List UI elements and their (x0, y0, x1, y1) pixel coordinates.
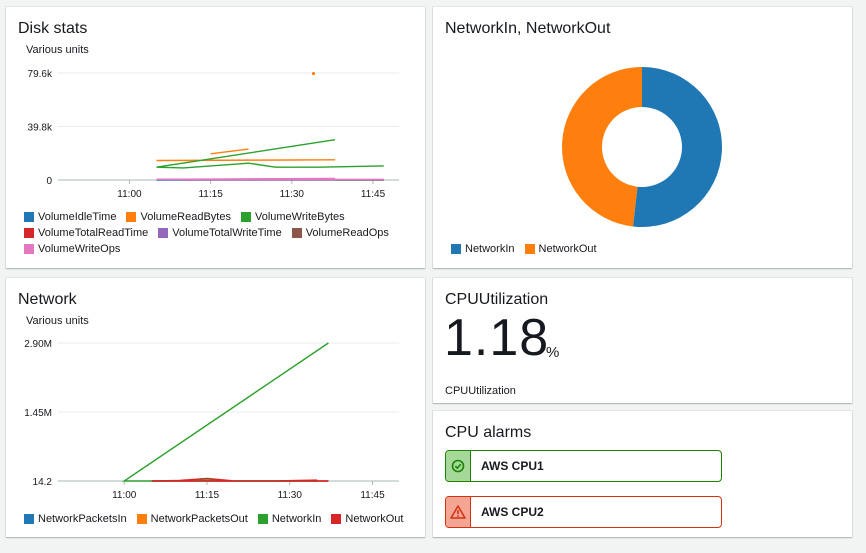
alarm-name: AWS CPU1 (481, 459, 544, 473)
cpu-value: 1.18 (444, 309, 550, 367)
legend-swatch (240, 212, 251, 222)
series-line-NetworkOut[interactable] (151, 477, 329, 482)
units-label: Various units (26, 315, 89, 327)
x-tick-label: 11:15 (195, 490, 220, 501)
legend-swatch (291, 228, 302, 238)
legend-swatch (158, 228, 169, 238)
network-inout-widget: NetworkIn, NetworkOut NetworkIn NetworkOu… (433, 7, 852, 268)
legend-label: VolumeTotalReadTime (38, 227, 149, 239)
widget-title[interactable]: CPU alarms (445, 424, 532, 441)
legend-item[interactable]: NetworkPacketsIn (24, 513, 127, 525)
legend-item[interactable]: NetworkOut (524, 243, 597, 255)
legend-swatch (331, 514, 342, 524)
cpu-metric-label[interactable]: CPUUtilization (445, 385, 516, 397)
legend-label: NetworkIn (465, 243, 515, 255)
series-point-VolumeReadBytes[interactable] (311, 71, 316, 76)
legend-item[interactable]: VolumeTotalReadTime (24, 227, 148, 239)
legend-swatch (257, 514, 268, 524)
series-line-VolumeWriteOps[interactable] (156, 177, 384, 181)
network-widget: Network Various units 2.90M 1.45M 14.2 11:0… (6, 278, 425, 537)
y-tick-label: 0 (46, 176, 52, 187)
donut-slice-NetworkOut[interactable] (562, 67, 642, 227)
legend-swatch (126, 212, 137, 222)
check-circle-icon (446, 451, 471, 481)
legend-item[interactable]: VolumeIdleTime (24, 211, 116, 223)
legend-item[interactable]: VolumeWriteOps (24, 243, 120, 255)
y-tick-label: 39.8k (28, 123, 53, 134)
cpu-utilization-widget: CPUUtilization 1.18 % CPUUtilization (433, 278, 852, 403)
legend-item[interactable]: NetworkPacketsOut (136, 513, 248, 525)
legend-item[interactable]: VolumeWriteBytes (240, 211, 345, 223)
legend-item[interactable]: VolumeReadOps (291, 227, 389, 239)
x-tick-label: 11:45 (361, 189, 386, 200)
y-tick-label: 14.2 (33, 477, 53, 488)
widget-title[interactable]: NetworkIn, NetworkOut (445, 20, 611, 37)
legend-label: NetworkPacketsOut (150, 513, 248, 525)
legend-label: VolumeIdleTime (38, 211, 117, 223)
warning-triangle-icon (446, 497, 471, 527)
widget-title[interactable]: Network (18, 291, 77, 308)
x-tick-label: 11:00 (112, 490, 137, 501)
legend-label: VolumeReadBytes (140, 211, 231, 223)
x-tick-label: 11:30 (278, 490, 303, 501)
legend-label: NetworkIn (271, 513, 322, 525)
alarm-ok-cpu1[interactable]: AWS CPU1 (445, 450, 722, 482)
legend-swatch (24, 514, 34, 524)
legend-label: NetworkOut (345, 513, 404, 525)
y-tick-label: 2.90M (24, 339, 52, 350)
legend-item[interactable]: NetworkIn (451, 243, 515, 255)
x-tick-label: 11:15 (198, 189, 223, 200)
y-tick-label: 79.6k (28, 69, 53, 80)
widget-title[interactable]: Disk stats (18, 20, 88, 37)
legend-item[interactable]: NetworkIn (257, 513, 322, 525)
legend-label: VolumeReadOps (305, 227, 389, 239)
alarm-name: AWS CPU2 (481, 505, 544, 519)
cpu-unit: % (546, 344, 560, 361)
series-line-VolumeReadBytes[interactable] (210, 148, 249, 155)
network-legend: NetworkPacketsIn NetworkPacketsOut Network… (24, 513, 403, 525)
y-tick-label: 1.45M (24, 408, 52, 419)
x-tick-label: 11:45 (360, 490, 385, 501)
x-tick-label: 11:30 (280, 189, 305, 200)
legend-item[interactable]: VolumeTotalWriteTime (158, 227, 282, 239)
disk-stats-chart[interactable]: 79.6k 39.8k 0 11:00 11:15 11:30 11:45 (6, 62, 425, 262)
legend-label: VolumeTotalWriteTime (172, 227, 282, 239)
legend-swatch (24, 212, 34, 222)
disk-stats-legend: VolumeIdleTime VolumeReadBytes VolumeWrite… (24, 211, 414, 255)
network-chart[interactable]: 2.90M 1.45M 14.2 11:00 11:15 11:30 11:45 (6, 333, 425, 513)
x-tick-label: 11:00 (117, 189, 142, 200)
legend-swatch (524, 244, 535, 254)
legend-item[interactable]: VolumeReadBytes (126, 211, 231, 223)
legend-swatch (24, 244, 34, 254)
legend-label: VolumeWriteBytes (254, 211, 345, 223)
network-inout-donut[interactable] (433, 47, 852, 247)
cpu-alarms-widget: CPU alarms AWS CPU1 AWS CPU2 (433, 411, 852, 537)
disk-stats-widget: Disk stats Various units 79.6k 39.8k 0 11:0… (6, 7, 425, 268)
donut-slice-NetworkIn[interactable] (632, 67, 722, 227)
series-line-VolumeReadBytes[interactable] (156, 159, 336, 162)
legend-label: NetworkPacketsIn (38, 513, 127, 525)
widget-title[interactable]: CPUUtilization (445, 291, 549, 308)
alarm-in-alarm-cpu2[interactable]: AWS CPU2 (445, 496, 722, 528)
legend-swatch (451, 244, 461, 254)
units-label: Various units (26, 44, 89, 56)
legend-swatch (24, 228, 34, 238)
series-line-VolumeWriteBytes[interactable] (156, 139, 384, 169)
legend-label: NetworkOut (538, 243, 597, 255)
legend-label: VolumeWriteOps (38, 243, 121, 255)
legend-item[interactable]: NetworkOut (331, 513, 403, 525)
legend-swatch (136, 514, 147, 524)
network-inout-legend: NetworkIn NetworkOut (451, 243, 597, 255)
